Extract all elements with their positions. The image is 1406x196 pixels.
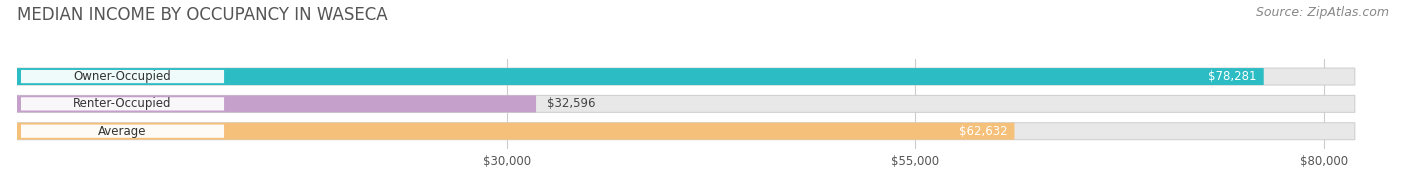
Text: $32,596: $32,596 xyxy=(547,97,596,110)
FancyBboxPatch shape xyxy=(17,123,1015,140)
Text: Renter-Occupied: Renter-Occupied xyxy=(73,97,172,110)
FancyBboxPatch shape xyxy=(21,70,224,83)
FancyBboxPatch shape xyxy=(17,95,536,112)
FancyBboxPatch shape xyxy=(21,97,224,111)
FancyBboxPatch shape xyxy=(17,123,1355,140)
Text: $78,281: $78,281 xyxy=(1208,70,1257,83)
Text: Owner-Occupied: Owner-Occupied xyxy=(73,70,172,83)
FancyBboxPatch shape xyxy=(17,68,1355,85)
FancyBboxPatch shape xyxy=(17,95,1355,112)
FancyBboxPatch shape xyxy=(17,68,1264,85)
Text: Average: Average xyxy=(98,125,146,138)
FancyBboxPatch shape xyxy=(21,125,224,138)
Text: Source: ZipAtlas.com: Source: ZipAtlas.com xyxy=(1256,6,1389,19)
Text: MEDIAN INCOME BY OCCUPANCY IN WASECA: MEDIAN INCOME BY OCCUPANCY IN WASECA xyxy=(17,6,388,24)
Text: $62,632: $62,632 xyxy=(959,125,1008,138)
